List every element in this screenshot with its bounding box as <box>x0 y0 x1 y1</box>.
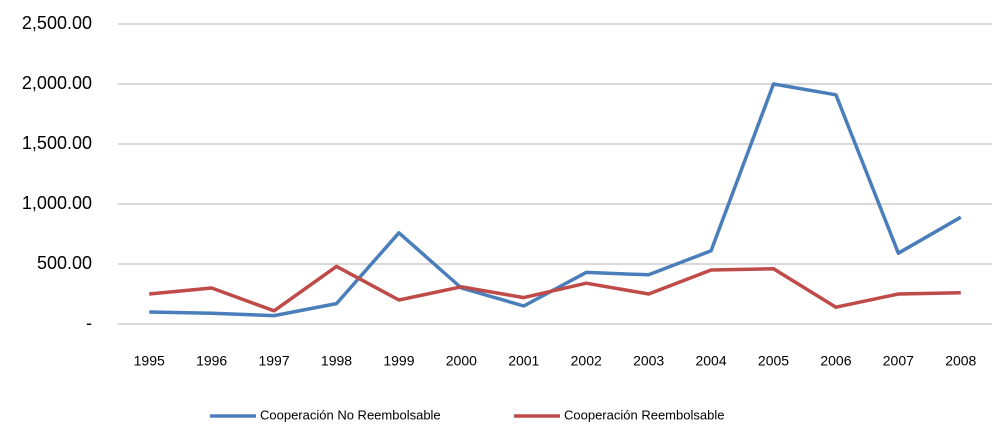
y-tick-label: 2,000.00 <box>22 73 92 93</box>
x-tick-label: 1995 <box>134 353 165 369</box>
x-tick-label: 1996 <box>196 353 227 369</box>
series-line <box>149 264 961 313</box>
legend-label: Cooperación Reembolsable <box>564 407 724 422</box>
legend-label: Cooperación No Reembolsable <box>260 407 441 422</box>
x-tick-label: 1998 <box>321 353 352 369</box>
x-tick-label: 2008 <box>945 353 976 369</box>
x-tick-label: 2000 <box>446 353 477 369</box>
y-tick-label: 1,000.00 <box>22 193 92 213</box>
x-tick-label: 1999 <box>383 353 414 369</box>
y-tick-label: 500.00 <box>37 253 92 273</box>
x-tick-label: 1997 <box>258 353 289 369</box>
y-tick-label: 2,500.00 <box>22 13 92 33</box>
y-tick-label: - <box>86 313 92 333</box>
x-tick-label: 2003 <box>633 353 664 369</box>
x-tick-label: 2005 <box>758 353 789 369</box>
x-tick-label: 2007 <box>883 353 914 369</box>
x-tick-label: 2006 <box>820 353 851 369</box>
series-line <box>149 82 962 318</box>
x-tick-label: 2001 <box>508 353 539 369</box>
x-tick-label: 2004 <box>695 353 726 369</box>
y-tick-label: 1,500.00 <box>22 133 92 153</box>
x-tick-label: 2002 <box>571 353 602 369</box>
